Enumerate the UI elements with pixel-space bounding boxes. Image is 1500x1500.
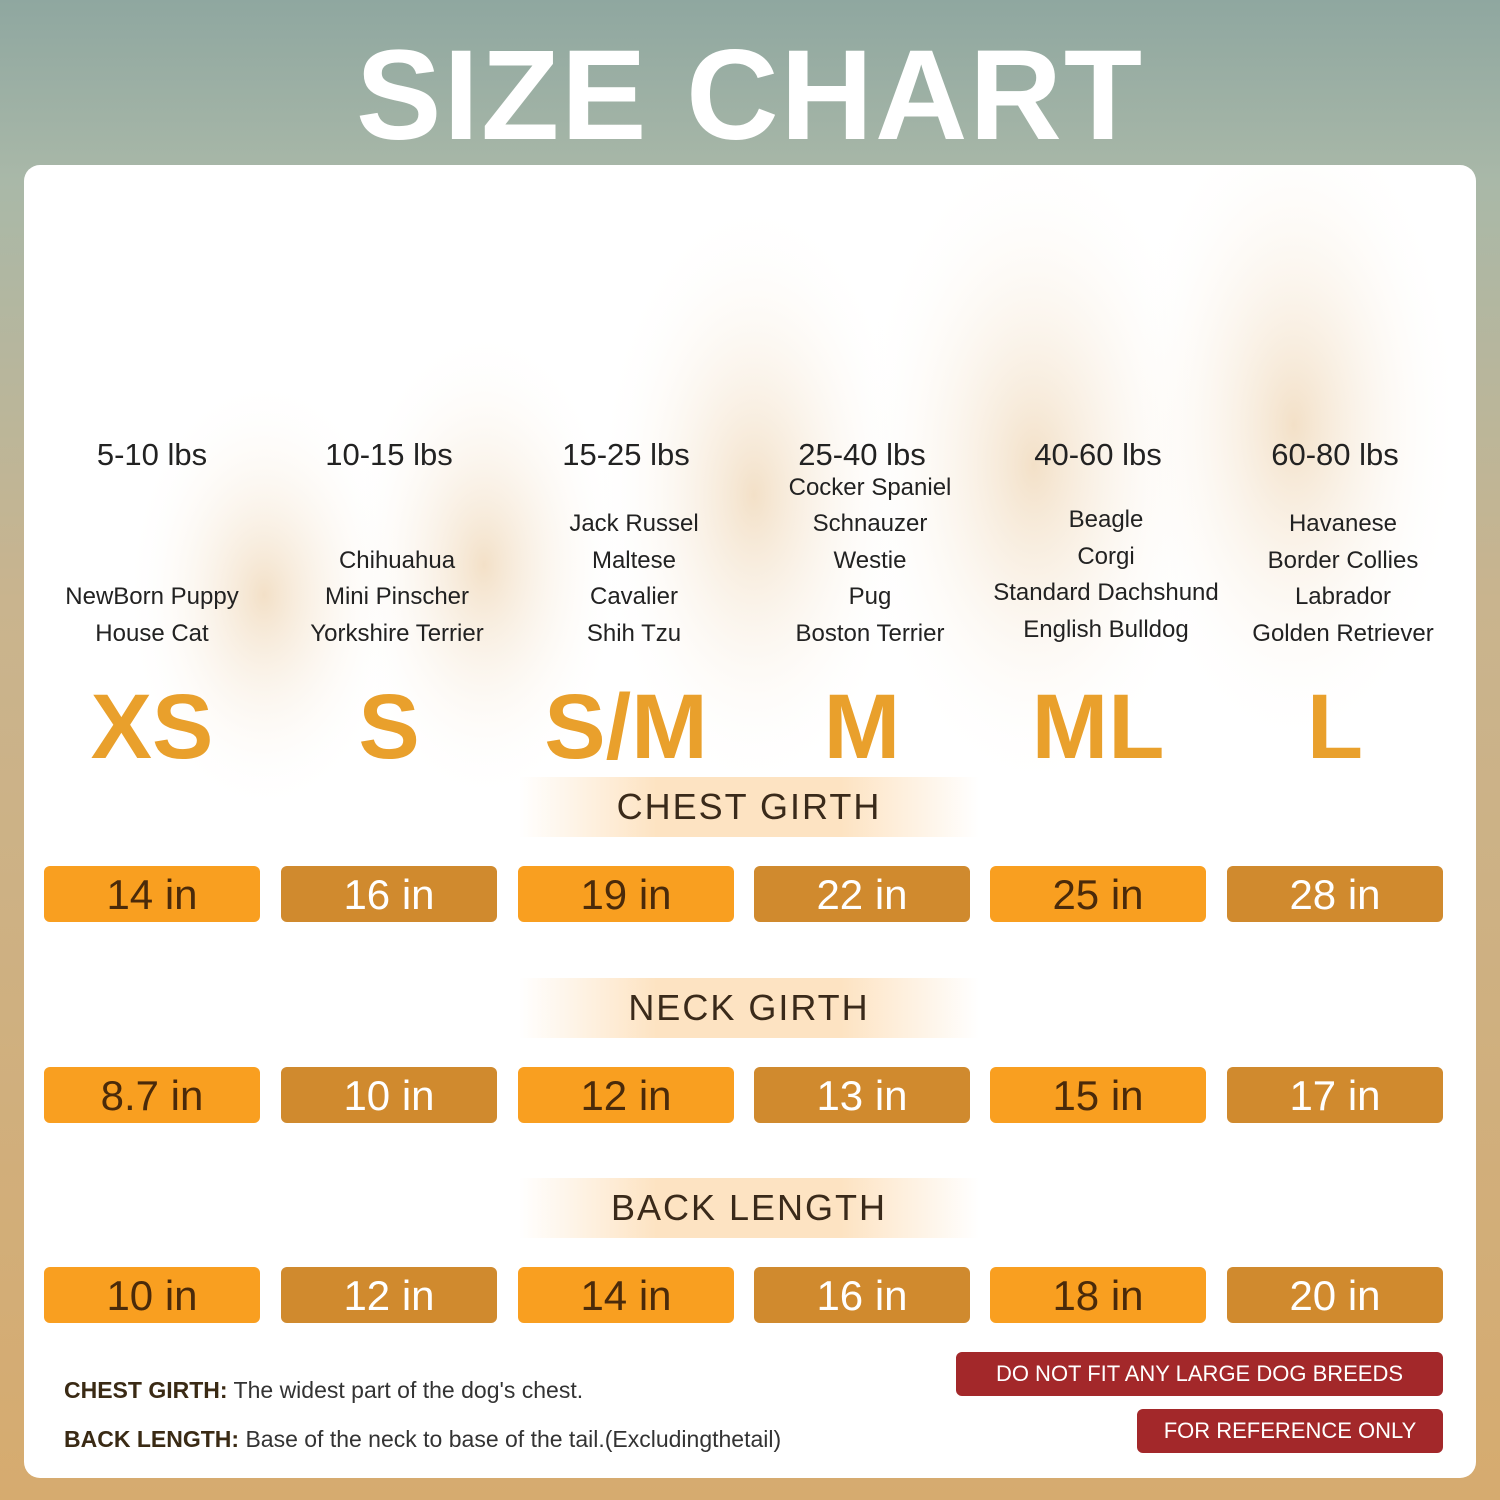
page-title: SIZE CHART	[356, 24, 1144, 167]
breed-name: Havanese	[1288, 510, 1398, 537]
breed-name: Cocker Spaniel	[788, 473, 952, 501]
breed-name: Pug	[848, 583, 892, 610]
measurement-value: 17 in	[1227, 1067, 1443, 1123]
weight-range: 60-80 lbs	[1271, 437, 1399, 472]
breed-name: House Cat	[95, 619, 209, 647]
size-chart-card: 5-10 lbs NewBorn Puppy House Cat XS 10-15 lb…	[24, 165, 1476, 1478]
breed-name: Beagle	[1068, 506, 1144, 533]
breed-name: Boston Terrier	[795, 619, 945, 647]
warning-badge: DO NOT FIT ANY LARGE DOG BREEDS	[956, 1352, 1443, 1396]
measurement-value: 14 in	[44, 866, 260, 922]
breed-name: Golden Retriever	[1252, 619, 1434, 647]
breed-name: Cavalier	[589, 583, 679, 610]
note-text: The widest part of the dog's chest.	[233, 1377, 584, 1403]
breed-name: Schnauzer	[812, 510, 928, 537]
warning-badge: FOR REFERENCE ONLY	[1137, 1409, 1443, 1453]
breed-name: Jack Russel	[569, 510, 699, 537]
note-label: CHEST GIRTH:	[64, 1377, 228, 1403]
dogs-illustration	[124, 165, 1464, 815]
note-label: BACK LENGTH:	[64, 1426, 240, 1452]
measurement-value: 12 in	[518, 1067, 734, 1123]
weight-range: 15-25 lbs	[562, 437, 690, 472]
breed-list: Chihuahua Mini Pinscher Yorkshire Terrier	[257, 543, 537, 653]
measurement-value: 12 in	[281, 1267, 497, 1323]
weight-range: 25-40 lbs	[798, 437, 926, 472]
measurement-value: 22 in	[754, 866, 970, 922]
size-label: M	[823, 676, 901, 778]
measurement-value: 20 in	[1227, 1267, 1443, 1323]
breed-list: NewBorn Puppy House Cat	[24, 579, 292, 652]
size-label: S	[358, 676, 420, 778]
measurement-value: 13 in	[754, 1067, 970, 1123]
breed-name: Border Collies	[1267, 546, 1419, 574]
breed-name: Corgi	[1077, 542, 1135, 570]
breed-list: Havanese Border Collies Labrador Golden Ret…	[1203, 506, 1476, 652]
measurement-heading: CHEST GIRTH	[519, 777, 979, 837]
breed-name: Westie	[833, 546, 907, 574]
measurement-value: 8.7 in	[44, 1067, 260, 1123]
breed-name: Chihuahua	[338, 546, 456, 574]
measurement-heading: BACK LENGTH	[519, 1178, 979, 1238]
breed-name: Maltese	[591, 546, 677, 574]
measurement-value: 28 in	[1227, 866, 1443, 922]
size-label: ML	[1031, 676, 1165, 778]
weight-range: 10-15 lbs	[325, 437, 453, 472]
note: BACK LENGTH: Base of the neck to base of…	[64, 1426, 781, 1453]
measurement-value: 16 in	[281, 866, 497, 922]
breed-list: Cocker Spaniel Schnauzer Westie Pug Boston T…	[730, 470, 1010, 653]
breed-name: Standard Dachshund	[993, 579, 1219, 606]
measurement-value: 19 in	[518, 866, 734, 922]
weight-range: 5-10 lbs	[96, 437, 208, 472]
measurement-value: 10 in	[44, 1267, 260, 1323]
weight-range: 40-60 lbs	[1034, 437, 1162, 472]
note: CHEST GIRTH: The widest part of the dog'…	[64, 1377, 583, 1404]
breed-name: Yorkshire Terrier	[310, 619, 484, 647]
breed-name: Labrador	[1294, 583, 1392, 610]
size-label: XS	[90, 676, 214, 778]
measurement-value: 14 in	[518, 1267, 734, 1323]
breed-name: NewBorn Puppy	[65, 583, 239, 610]
size-label: L	[1306, 676, 1364, 778]
breed-list: Jack Russel Maltese Cavalier Shih Tzu	[494, 506, 774, 652]
measurement-heading: NECK GIRTH	[519, 978, 979, 1038]
breed-name: English Bulldog	[1023, 615, 1189, 643]
breed-list: Beagle Corgi Standard Dachshund English Bul…	[966, 502, 1246, 648]
measurement-value: 18 in	[990, 1267, 1206, 1323]
measurement-value: 25 in	[990, 866, 1206, 922]
measurement-value: 10 in	[281, 1067, 497, 1123]
measurement-value: 16 in	[754, 1267, 970, 1323]
breed-name: Mini Pinscher	[324, 583, 470, 610]
measurement-value: 15 in	[990, 1067, 1206, 1123]
size-label: S/M	[544, 676, 708, 778]
breed-name: Shih Tzu	[586, 619, 682, 647]
note-text: Base of the neck to base of the tail.(Ex…	[245, 1426, 782, 1452]
